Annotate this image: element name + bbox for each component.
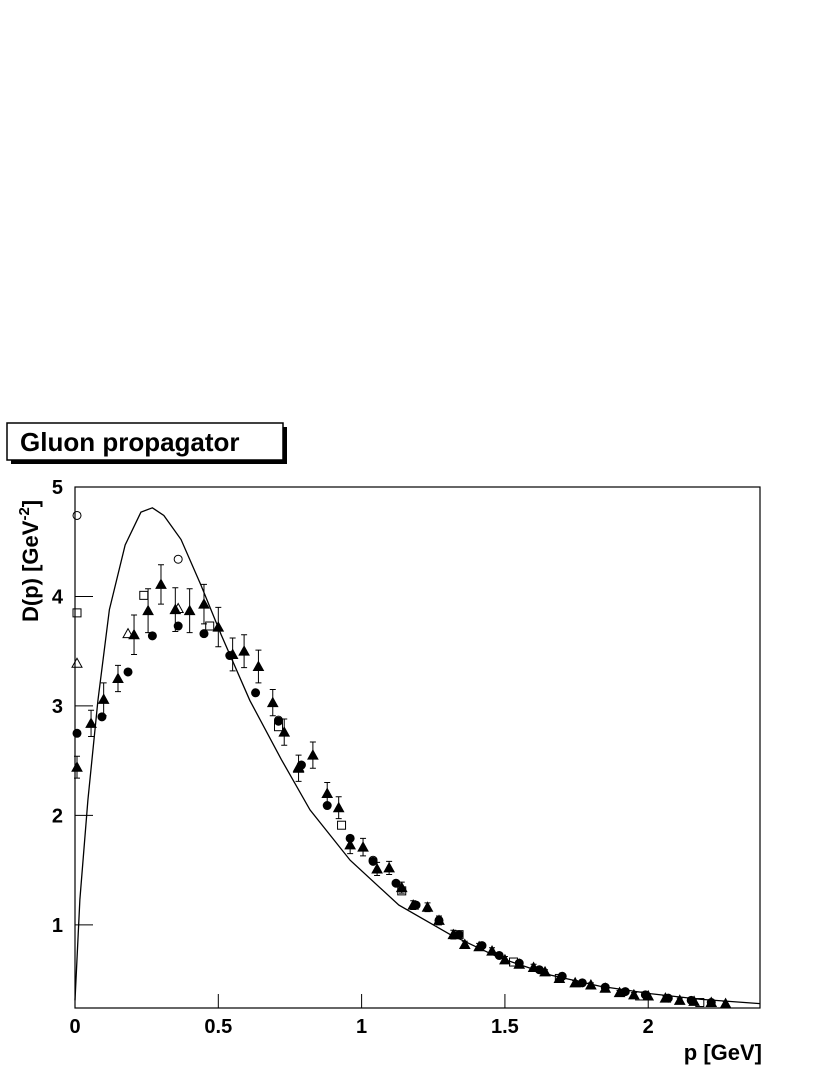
circle-marker xyxy=(173,621,183,631)
x-tick-label: 1.5 xyxy=(491,1016,519,1038)
y-tick-label: 1 xyxy=(52,915,63,937)
circle-marker xyxy=(72,510,82,520)
circle-marker xyxy=(251,688,261,698)
y-tick-label: 4 xyxy=(52,586,64,608)
triangle-marker xyxy=(183,604,196,616)
square-marker xyxy=(695,998,705,1008)
circle-marker xyxy=(123,667,133,677)
triangle-marker xyxy=(155,578,167,589)
curve xyxy=(74,507,761,1005)
triangle-marker xyxy=(238,645,250,656)
square-marker xyxy=(273,722,283,732)
triangle-marker xyxy=(673,994,686,1005)
circle-marker xyxy=(620,987,630,997)
circle-marker xyxy=(411,900,421,910)
triangle-marker xyxy=(112,672,124,684)
triangle-marker xyxy=(71,761,83,772)
y-label-end: ] xyxy=(18,500,43,507)
y-label-main: D(p) [GeV xyxy=(18,520,43,622)
circle-marker xyxy=(173,554,183,564)
circle-marker xyxy=(72,728,82,738)
triangle-marker xyxy=(142,604,154,616)
triangle-marker xyxy=(383,861,395,873)
square-marker xyxy=(509,957,519,967)
circle-marker xyxy=(97,712,107,722)
circle-marker xyxy=(147,631,157,641)
triangle-marker xyxy=(421,901,434,912)
square-marker xyxy=(72,608,82,618)
x-axis-label: p [GeV] xyxy=(684,1040,762,1065)
triangle-marker xyxy=(292,761,305,772)
circle-marker xyxy=(199,629,209,639)
triangle-marker xyxy=(278,726,291,737)
triangle-marker xyxy=(357,841,369,852)
square-marker xyxy=(397,886,407,896)
triangle-marker xyxy=(321,787,334,798)
triangle-marker xyxy=(198,598,210,609)
square-marker xyxy=(205,621,215,631)
triangle-marker xyxy=(307,749,319,760)
circle-marker xyxy=(391,878,401,888)
triangle-marker xyxy=(85,717,97,728)
triangle-marker xyxy=(719,997,732,1009)
triangle-marker xyxy=(371,862,383,874)
triangle-marker xyxy=(344,838,356,850)
triangle-marker xyxy=(172,602,185,613)
circle-marker xyxy=(273,715,283,725)
circle-marker xyxy=(322,801,332,811)
triangle-marker xyxy=(252,660,265,672)
circle-marker xyxy=(368,855,378,865)
circle-marker xyxy=(557,971,567,981)
triangle-marker xyxy=(569,976,581,988)
triangle-marker xyxy=(332,801,345,813)
triangle-marker xyxy=(628,988,640,1000)
x-tick-label: 2 xyxy=(643,1016,654,1038)
triangle-marker xyxy=(266,696,279,708)
square-marker xyxy=(139,590,149,600)
y-tick-label: 3 xyxy=(52,696,63,718)
y-tick-label: 5 xyxy=(52,477,63,499)
x-tick-label: 1 xyxy=(356,1016,367,1038)
y-axis-label: D(p) [GeV-2] xyxy=(16,500,43,622)
circle-marker xyxy=(345,833,355,843)
triangle-marker xyxy=(97,693,110,704)
triangle-marker xyxy=(71,657,83,668)
x-tick-label: 0.5 xyxy=(204,1016,232,1038)
y-label-sup: -2 xyxy=(16,507,33,520)
triangle-marker xyxy=(122,627,134,639)
y-tick-label: 2 xyxy=(52,805,63,827)
title-box xyxy=(6,422,284,461)
x-tick-label: 0 xyxy=(69,1016,80,1038)
plot-frame xyxy=(74,486,761,1009)
square-marker xyxy=(337,820,347,830)
triangle-marker xyxy=(458,938,471,950)
chart-title: Gluon propagator xyxy=(20,427,240,457)
circle-marker xyxy=(434,915,444,925)
